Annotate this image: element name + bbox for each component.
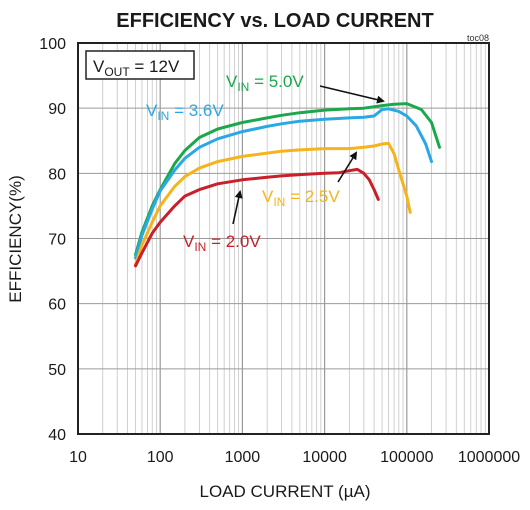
y-tick-label: 90	[48, 101, 66, 118]
x-tick-label: 100	[147, 449, 174, 466]
series-line-vin-5-0v	[134, 102, 441, 257]
y-tick-label: 100	[39, 36, 66, 53]
y-tick-label: 80	[48, 166, 66, 183]
series-label-sub: IN	[194, 240, 206, 254]
series-label-sub: IN	[237, 80, 249, 94]
series-label-rest: = 2.0V	[206, 232, 261, 251]
chart-title: EFFICIENCY vs. LOAD CURRENT	[116, 10, 433, 32]
condition-sub: OUT	[104, 65, 130, 79]
series-label-rest: = 5.0V	[249, 72, 304, 91]
series-line-vin-2-0v	[134, 167, 380, 268]
y-tick-label: 60	[48, 297, 66, 314]
tick-labels: 10 100 1000 10000 100000 1000000 40 50 60 70 80 90 1…	[39, 36, 520, 466]
condition-label: VOUT = 12V	[93, 57, 180, 79]
condition-main: V	[93, 57, 105, 76]
series-label-main: V	[146, 101, 158, 120]
series-label-vin-2-5v: VIN = 2.5V	[262, 187, 340, 209]
condition-box: VOUT = 12V	[85, 50, 195, 80]
series-line-vin-2-5v	[134, 141, 412, 267]
figure-id: toc08	[467, 33, 489, 43]
annotation-arrow-vin-2-5v	[337, 151, 358, 183]
annotation-arrow-vin-2-0v	[232, 190, 243, 225]
series-layer	[134, 102, 441, 268]
series-label-main: V	[226, 72, 238, 91]
plot-frame	[77, 42, 490, 435]
series-label-rest: = 2.5V	[285, 187, 340, 206]
y-axis-label: EFFICIENCY(%)	[6, 175, 25, 303]
y-tick-label: 40	[48, 427, 66, 444]
x-tick-label: 10	[69, 449, 87, 466]
annotation-arrow-vin-5-0v	[319, 85, 385, 104]
series-label-main: V	[183, 232, 195, 251]
x-axis-label: LOAD CURRENT (µA)	[200, 482, 371, 501]
x-tick-label: 10000	[302, 449, 347, 466]
series-label-vin-5-0v: VIN = 5.0V	[226, 72, 304, 94]
x-tick-label: 100000	[380, 449, 433, 466]
grid-lines	[77, 42, 489, 435]
series-label-sub: IN	[157, 109, 169, 123]
series-label-sub: IN	[273, 195, 285, 209]
condition-rest: = 12V	[130, 57, 180, 76]
x-tick-label: 1000000	[458, 449, 520, 466]
x-tick-label: 1000	[225, 449, 261, 466]
series-label-main: V	[262, 187, 274, 206]
y-tick-label: 50	[48, 362, 66, 379]
series-label-vin-2-0v: VIN = 2.0V	[183, 232, 261, 254]
series-label-rest: = 3.6V	[169, 101, 224, 120]
y-tick-label: 70	[48, 232, 66, 249]
series-label-vin-3-6v: VIN = 3.6V	[146, 101, 224, 123]
series-line-vin-3-6v	[134, 107, 433, 260]
